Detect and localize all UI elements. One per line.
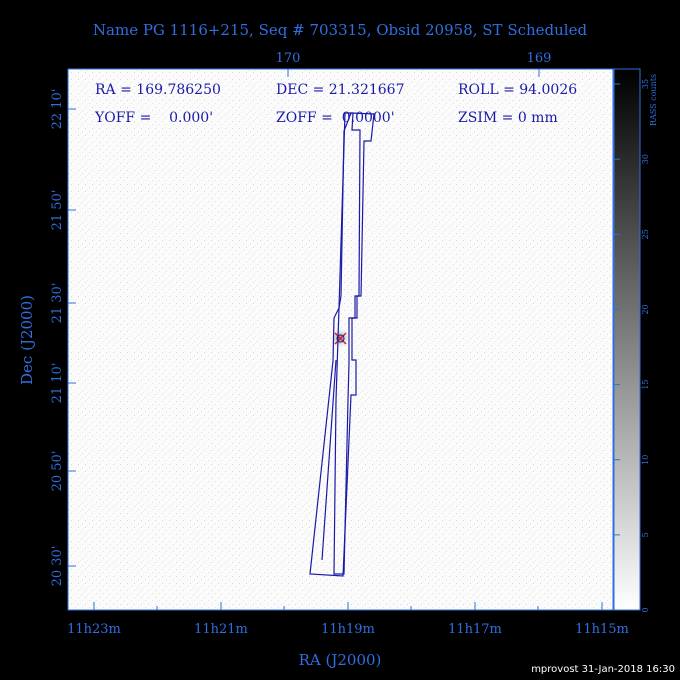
- colorbar-tick-label: 25: [641, 229, 650, 239]
- y-tick-label: 20 30': [50, 546, 65, 587]
- x-tick-label: 11h15m: [575, 622, 629, 637]
- x-top-tick-label: 169: [527, 51, 552, 66]
- colorbar-tick-label: 10: [641, 455, 650, 465]
- info-roll: ROLL = 94.0026: [458, 82, 577, 98]
- y-tick-label: 20 50': [50, 451, 65, 492]
- footprint-inner: [333, 112, 375, 575]
- x-tick-label: 11h17m: [448, 622, 502, 637]
- info-zsim: ZSIM = 0 mm: [458, 110, 558, 126]
- plot-frame: [67, 68, 614, 611]
- credit-text: mprovost 31-Jan-2018 16:30: [531, 664, 675, 675]
- source-marker: [334, 332, 347, 345]
- colorbar-tick-label: 15: [641, 379, 650, 389]
- colorbar: [614, 69, 640, 610]
- info-yoff: YOFF = 0.000': [94, 110, 213, 126]
- x-axis-bottom-ticks: [93, 602, 603, 610]
- info-dec: DEC = 21.321667: [276, 82, 405, 98]
- y-tick-label: 21 30': [50, 283, 65, 324]
- colorbar-tick-label: 5: [641, 532, 650, 537]
- y-tick-label: 22 10': [50, 89, 65, 130]
- y-tick-label: 21 10': [50, 363, 65, 404]
- info-ra: RA = 169.786250: [95, 82, 221, 98]
- colorbar-tick-label: 20: [641, 304, 650, 314]
- colorbar-ticks: 0 5 10 15 20 25 30 35: [614, 79, 650, 613]
- colorbar-frame: [613, 68, 641, 611]
- footprint-outer: [309, 112, 361, 577]
- info-zoff: ZOFF = 0.0000': [276, 110, 395, 126]
- x-axis-label: RA (J2000): [299, 651, 382, 669]
- colorbar-tick-label: 35: [641, 79, 650, 89]
- x-axis-top-ticks: [287, 69, 540, 77]
- x-tick-label: 11h23m: [67, 622, 121, 637]
- chart-title: Name PG 1116+215, Seq # 703315, Obsid 20…: [93, 21, 588, 39]
- colorbar-label: RASS counts: [649, 74, 658, 126]
- x-tick-label: 11h21m: [194, 622, 248, 637]
- y-axis-label: Dec (J2000): [18, 295, 36, 385]
- y-tick-label: 21 50': [50, 190, 65, 231]
- colorbar-tick-label: 0: [641, 607, 650, 612]
- x-tick-label: 11h19m: [321, 622, 375, 637]
- footprint-strip: [321, 359, 337, 561]
- y-axis-ticks: [68, 108, 76, 567]
- instrument-footprint: [309, 112, 375, 577]
- colorbar-tick-label: 30: [641, 154, 650, 164]
- x-top-tick-label: 170: [276, 51, 301, 66]
